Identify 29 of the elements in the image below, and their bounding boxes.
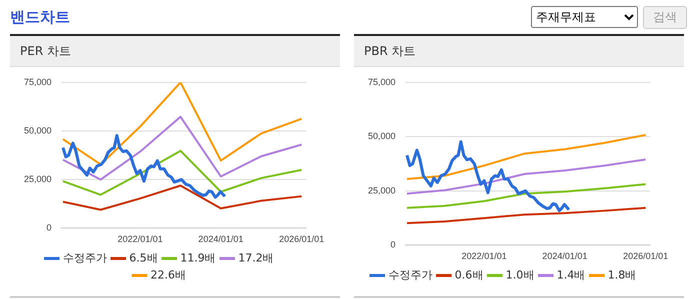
y-tick-label: 75,000: [368, 76, 396, 87]
y-tick-label: 25,000: [24, 174, 52, 184]
y-tick-label: 50,000: [24, 125, 52, 136]
x-tick-label: 2024/01/01: [542, 251, 588, 262]
legend-label: 1.0배: [506, 268, 534, 282]
text: 검색: [643, 6, 687, 29]
text: 주재무제표: [531, 6, 638, 28]
y-tick-label: 50,000: [368, 131, 396, 142]
legend-label: 1.4배: [556, 268, 586, 282]
y-tick-label: 0: [390, 240, 396, 250]
legend-label: 11.9배: [180, 251, 216, 264]
legend-label: 수정주가: [388, 268, 432, 282]
legend-label: 22.6배: [150, 268, 186, 282]
legend-label: 수정주가: [62, 251, 107, 264]
legend-label: 17.2배: [238, 251, 274, 264]
chart-title: PBR 차트: [354, 36, 684, 67]
legend-label: 1.8배: [608, 268, 636, 282]
y-tick-label: 25,000: [368, 185, 396, 196]
x-tick-label: 2024/01/01: [198, 234, 244, 244]
x-tick-label: 2026/01/01: [279, 234, 324, 244]
text: 밴드차트: [10, 8, 70, 27]
legend-label: 0.6배: [454, 268, 484, 282]
x-tick-label: 2022/01/01: [462, 251, 507, 262]
x-tick-label: 2022/01/01: [118, 234, 163, 244]
chart-title: PER 차트: [10, 36, 340, 67]
legend-label: 6.5배: [129, 251, 158, 264]
y-tick-label: 0: [46, 222, 52, 233]
y-tick-label: 75,000: [24, 76, 52, 87]
x-tick-label: 2026/01/01: [623, 251, 668, 262]
